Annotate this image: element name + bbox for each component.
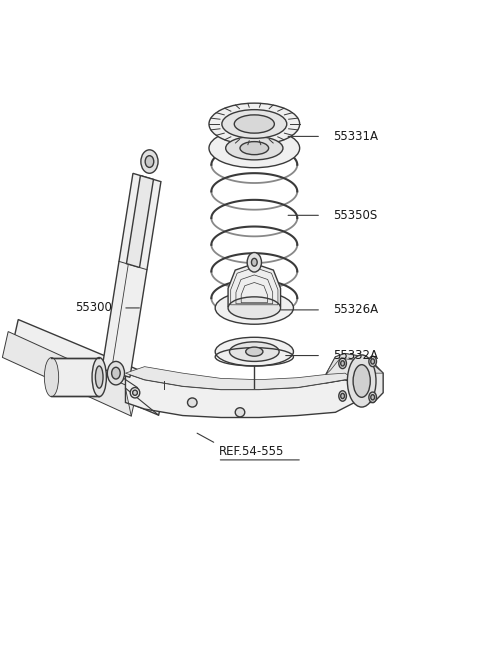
Ellipse shape (240, 141, 269, 155)
Ellipse shape (339, 358, 347, 369)
Text: 55331A: 55331A (333, 130, 378, 143)
Ellipse shape (339, 391, 347, 402)
Ellipse shape (130, 388, 140, 398)
Polygon shape (11, 320, 166, 415)
Polygon shape (326, 354, 383, 375)
Ellipse shape (229, 342, 279, 362)
Ellipse shape (341, 361, 345, 366)
Text: 55326A: 55326A (333, 303, 378, 316)
Polygon shape (125, 373, 355, 417)
Polygon shape (102, 174, 161, 377)
Ellipse shape (252, 258, 257, 266)
Ellipse shape (92, 358, 107, 397)
Ellipse shape (371, 395, 374, 400)
Polygon shape (2, 331, 137, 416)
Ellipse shape (141, 150, 158, 174)
Ellipse shape (246, 347, 263, 356)
Text: 55332A: 55332A (333, 349, 378, 362)
Ellipse shape (226, 136, 283, 160)
Ellipse shape (353, 365, 370, 398)
Ellipse shape (247, 252, 262, 272)
Polygon shape (125, 367, 355, 390)
Polygon shape (326, 354, 383, 403)
Ellipse shape (44, 358, 59, 397)
Ellipse shape (222, 109, 287, 138)
Ellipse shape (132, 390, 137, 396)
Polygon shape (51, 358, 99, 396)
Ellipse shape (215, 337, 293, 366)
Polygon shape (126, 176, 154, 267)
Ellipse shape (348, 355, 376, 407)
Ellipse shape (209, 103, 300, 145)
Text: REF.54-555: REF.54-555 (218, 445, 284, 458)
Ellipse shape (108, 362, 124, 385)
Ellipse shape (234, 115, 275, 133)
Ellipse shape (215, 291, 293, 324)
Ellipse shape (371, 359, 374, 364)
Text: 55300: 55300 (75, 301, 112, 314)
Ellipse shape (209, 128, 300, 168)
Ellipse shape (369, 356, 376, 367)
Ellipse shape (369, 392, 376, 403)
Ellipse shape (145, 156, 154, 168)
Polygon shape (228, 263, 281, 307)
Ellipse shape (96, 366, 103, 388)
Text: 55350S: 55350S (333, 209, 377, 222)
Ellipse shape (341, 394, 345, 399)
Ellipse shape (112, 367, 120, 379)
Ellipse shape (235, 407, 245, 417)
Ellipse shape (188, 398, 197, 407)
Ellipse shape (228, 297, 281, 319)
